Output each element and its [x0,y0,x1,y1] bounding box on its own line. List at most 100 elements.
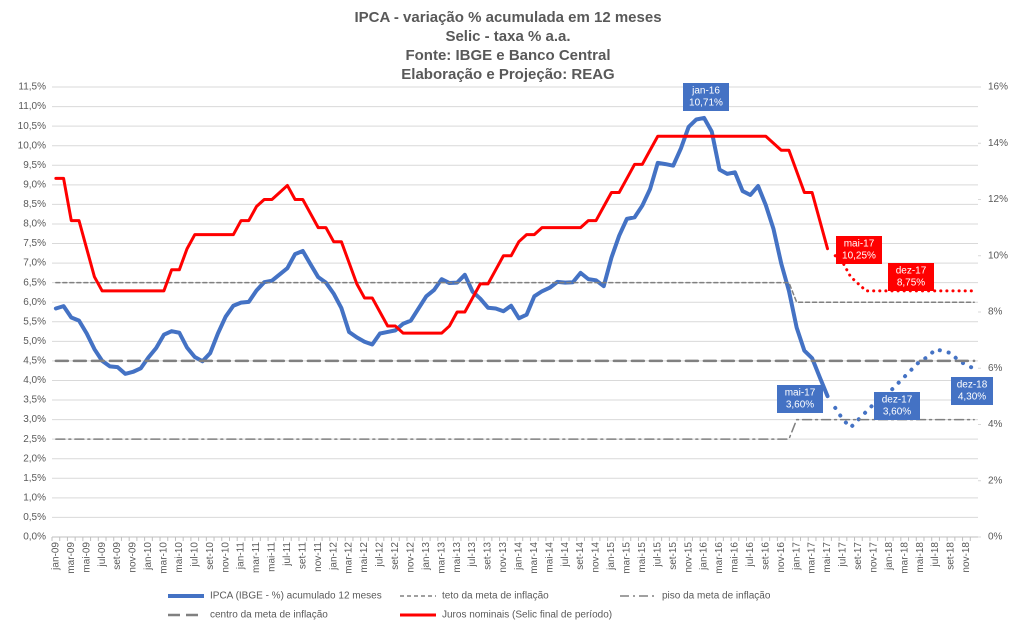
x-tick-label: nov-13 [498,542,509,573]
x-tick-label: jul-16 [745,542,756,568]
legend-label: centro da meta de inflação [210,610,328,621]
x-tick-label: nov-10 [220,542,231,573]
x-tick-label: mai-13 [452,542,463,573]
annotation-text: 4,30% [958,392,986,403]
x-tick-label: jan-16 [699,542,710,571]
legend-label: piso da meta de inflação [662,591,771,602]
x-tick-label: jan-13 [421,542,432,571]
x-tick-label: set-09 [112,542,123,570]
x-tick-label: jan-15 [606,542,617,571]
y-tick-label: 1,5% [23,473,46,484]
projection-line [833,347,977,430]
x-tick-label: jan-09 [50,542,61,571]
x-tick-label: nov-16 [776,542,787,573]
y-tick-label: 8,0% [23,219,46,230]
x-tick-label: mar-16 [714,542,725,574]
annotation-box [836,236,882,264]
x-tick-label: jan-14 [513,542,524,571]
series-line [54,134,830,335]
x-tick-label: nov-09 [128,542,139,573]
x-tick-label: set-10 [205,542,216,570]
y-tick-label: 0,5% [23,512,46,523]
series-line [55,418,975,440]
x-tick-label: jul-09 [97,542,108,568]
y-tick-label: 8,5% [23,199,46,210]
y-tick-label: 0,0% [23,532,46,543]
annotation-box [777,385,823,413]
x-tick-label: set-15 [668,542,679,570]
x-tick-label: jul-14 [560,542,571,568]
x-tick-label: jul-11 [282,542,293,567]
annotation-text: mai-17 [844,239,875,250]
y-tick-label: 6,5% [23,277,46,288]
x-tick-label: mar-10 [159,542,170,574]
x-tick-label: mai-12 [359,542,370,573]
x-tick-label: nov-18 [961,542,972,573]
x-tick-label: nov-17 [868,542,879,573]
x-tick-label: mai-10 [174,542,185,573]
chart-title: Fonte: IBGE e Banco Central [405,47,610,64]
x-tick-label: mar-13 [436,542,447,574]
y2-tick-label: 6% [988,363,1003,374]
x-tick-label: mai-17 [822,542,833,573]
legend-label: IPCA (IBGE - %) acumulado 12 meses [210,591,382,602]
y2-tick-label: 0% [988,532,1003,543]
x-tick-label: set-11 [297,542,308,569]
annotation-text: dez-17 [882,395,913,406]
y2-tick-label: 8% [988,307,1003,318]
x-tick-label: mai-15 [637,542,648,573]
x-tick-label: set-17 [853,542,864,570]
x-tick-label: nov-12 [405,542,416,573]
x-tick-label: mai-11 [267,542,278,572]
annotation-box [683,83,729,111]
y-tick-label: 3,5% [23,395,46,406]
x-tick-label: set-12 [390,542,401,570]
x-tick-label: jan-17 [791,542,802,571]
x-tick-label: jul-10 [189,542,200,568]
x-tick-label: nov-11 [313,542,324,572]
x-tick-label: jan-11 [236,542,247,570]
y2-tick-label: 2% [988,475,1003,486]
y-tick-label: 2,5% [23,434,46,445]
chart-title: Elaboração e Projeção: REAG [401,66,614,83]
x-tick-label: mar-12 [344,542,355,574]
x-tick-label: mar-09 [66,542,77,574]
y-tick-label: 5,0% [23,336,46,347]
y2-tick-label: 14% [988,138,1008,149]
series-line [55,281,975,303]
x-tick-label: jul-18 [930,542,941,568]
legend-label: Juros nominais (Selic final de período) [442,610,612,621]
x-tick-label: mai-16 [730,542,741,573]
annotation-text: 3,60% [786,400,814,411]
annotation-text: dez-18 [957,380,988,391]
x-tick-label: mai-14 [544,542,555,573]
x-tick-label: mar-18 [899,542,910,574]
y-tick-label: 3,0% [23,414,46,425]
chart-title: IPCA - variação % acumulada em 12 meses [354,9,661,26]
y-tick-label: 4,0% [23,375,46,386]
y2-tick-label: 10% [988,250,1008,261]
y-tick-label: 9,0% [23,179,46,190]
x-tick-label: set-16 [760,542,771,570]
y-tick-label: 2,0% [23,453,46,464]
x-tick-label: jul-13 [467,542,478,568]
legend-label: teto da meta de inflação [442,591,549,602]
x-tick-label: set-18 [946,542,957,570]
y-tick-label: 9,5% [23,160,46,171]
annotation-box [951,377,993,405]
x-tick-label: jul-17 [838,542,849,568]
y2-tick-label: 4% [988,419,1003,430]
annotation-text: 10,71% [689,98,723,109]
x-tick-label: mar-17 [807,542,818,574]
y-tick-label: 5,5% [23,316,46,327]
x-tick-label: jan-18 [884,542,895,571]
x-tick-label: set-14 [575,542,586,570]
annotation-text: dez-17 [896,266,927,277]
x-tick-label: set-13 [483,542,494,570]
y-tick-label: 11,5% [18,82,46,93]
x-tick-label: jan-10 [143,542,154,571]
annotation-box [874,392,920,420]
x-tick-label: jul-15 [652,542,663,568]
